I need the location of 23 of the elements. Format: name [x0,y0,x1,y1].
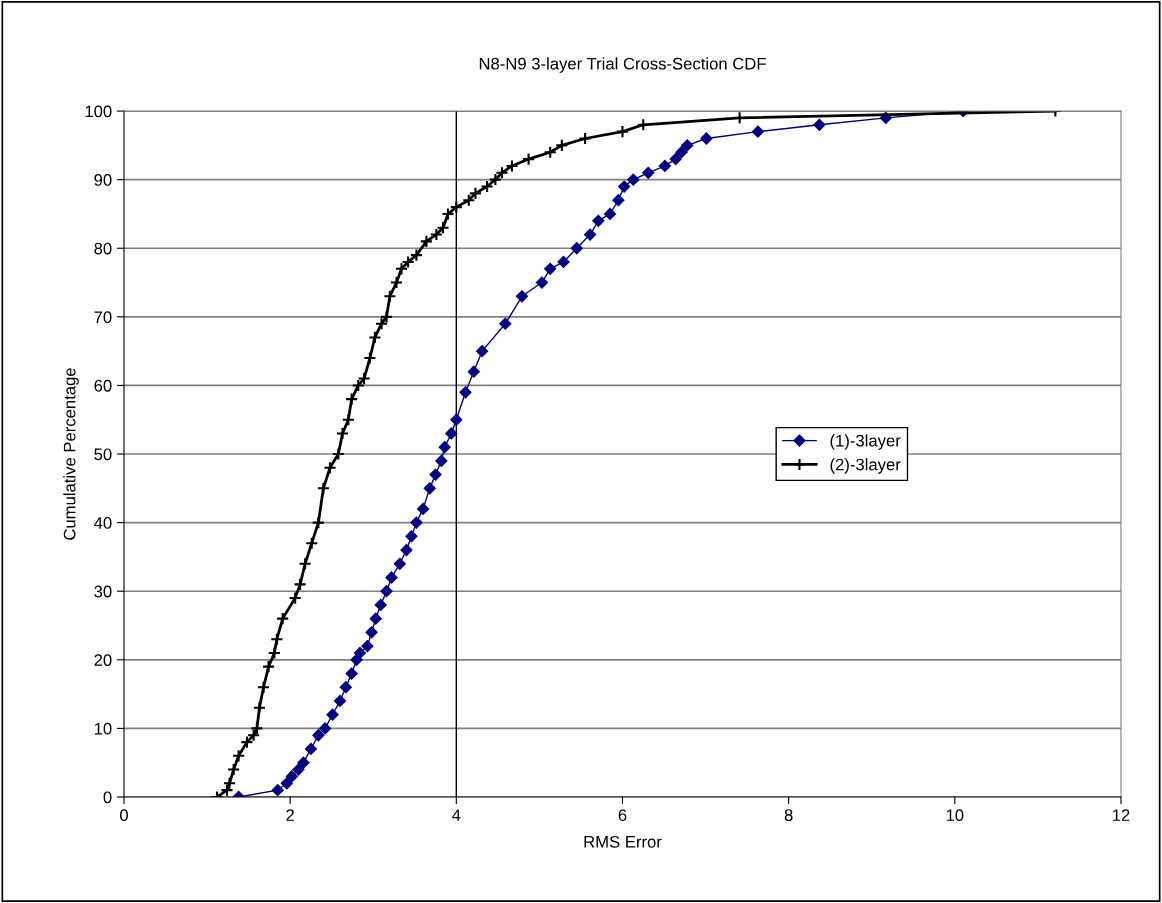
y-tick-label: 90 [94,174,112,186]
y-tick-label: 60 [94,379,112,392]
x-tick-label: 6 [618,809,627,822]
y-tick-label: 40 [94,517,112,529]
y-tick-label: 50 [94,448,112,461]
y-axis-title: Cumulative Percentage [63,368,79,540]
x-tick-label: 12 [1112,809,1130,821]
y-tick-label: 30 [94,585,112,598]
y-tick-label: 100 [85,105,112,118]
chart-title: N8-N9 3-layer Trial Cross-Section CDF [479,57,766,73]
legend-label: (1)-3layer [830,434,901,450]
x-tick-label: 2 [286,809,294,821]
x-tick-label: 8 [784,809,793,822]
legend-label: (2)-3layer [830,458,901,474]
x-tick-label: 0 [120,809,128,822]
y-tick-label: 0 [103,791,112,804]
x-axis-title: RMS Error [584,835,662,848]
y-tick-label: 10 [94,722,112,735]
y-tick-label: 80 [94,242,112,255]
y-tick-label: 20 [94,654,112,667]
x-tick-label: 10 [946,809,964,822]
x-tick-label: 4 [452,809,461,821]
y-tick-label: 70 [94,311,112,324]
